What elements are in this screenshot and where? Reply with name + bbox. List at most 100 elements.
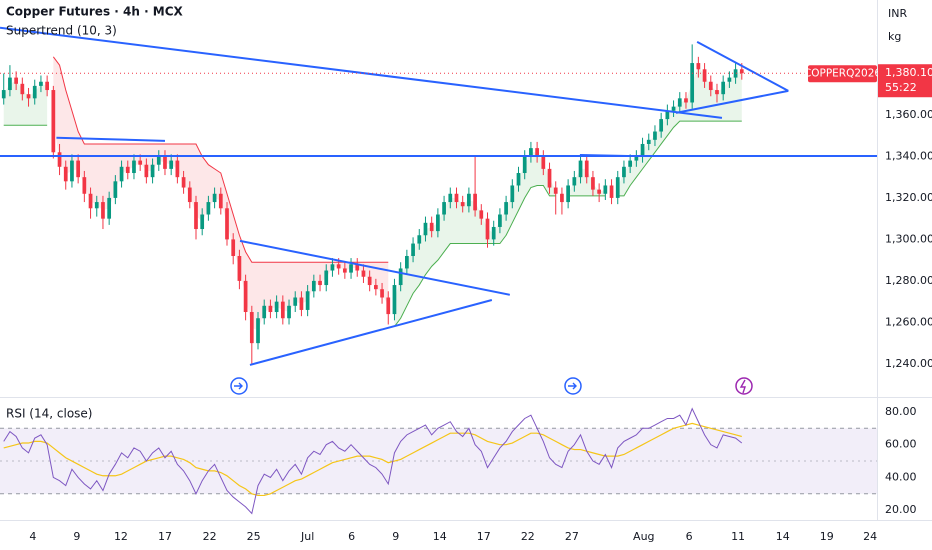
candle-body — [144, 164, 149, 178]
candle-body — [485, 218, 490, 240]
candle-body — [200, 214, 205, 230]
candle-body — [150, 164, 155, 178]
x-tick-label: 22 — [521, 530, 535, 543]
candle-body — [175, 160, 180, 178]
candle-body — [76, 160, 81, 178]
supertrend-fill — [394, 152, 556, 327]
candle-body — [597, 189, 601, 194]
x-tick-label: 11 — [731, 530, 745, 543]
candle-body — [423, 222, 428, 236]
candle-body — [653, 131, 657, 140]
trendline — [56, 136, 166, 142]
y-tick-label: 1,300.00 — [885, 232, 932, 245]
candle-body — [622, 166, 626, 178]
candle-body — [262, 305, 267, 319]
event-marker[interactable] — [735, 377, 753, 395]
candle-body — [727, 77, 732, 82]
candle-body — [572, 177, 577, 186]
candle-body — [380, 289, 384, 298]
x-tick-label: Jul — [300, 530, 314, 543]
candle-body — [634, 156, 639, 161]
candle-body — [324, 270, 329, 286]
candle-body — [63, 166, 68, 182]
candle-body — [287, 305, 291, 319]
candle-body — [225, 208, 229, 240]
candle-body — [249, 312, 254, 344]
trendline — [675, 89, 789, 114]
candle-body — [398, 268, 403, 286]
candle-body — [45, 81, 49, 91]
x-tick-label: 9 — [392, 530, 399, 543]
candle-body — [715, 90, 719, 95]
trendline — [579, 153, 628, 158]
candle-body — [733, 69, 738, 78]
candle-body — [51, 90, 56, 153]
rsi-tick-label: 40.00 — [885, 470, 917, 483]
candle-body — [268, 305, 273, 313]
candle-body — [218, 193, 223, 209]
y-tick-label: 1,320.00 — [885, 191, 932, 204]
y-tick-label: 1,340.00 — [885, 149, 932, 162]
candle-body — [293, 297, 298, 306]
candle-body — [702, 69, 707, 82]
candle-body — [8, 77, 12, 91]
event-marker[interactable] — [230, 377, 248, 395]
x-tick-label: 17 — [477, 530, 491, 543]
last-price-label: 1,380.10 — [885, 66, 932, 79]
x-tick-label: 14 — [433, 530, 447, 543]
candle-body — [498, 214, 502, 227]
candle-body — [504, 202, 508, 215]
candle-body — [125, 166, 130, 174]
candle-body — [553, 187, 558, 194]
candle-body — [547, 168, 552, 188]
plot-area — [0, 26, 877, 515]
candle-body — [411, 243, 415, 257]
x-tick-label: 24 — [863, 530, 877, 543]
candle-body — [615, 177, 620, 198]
symbol-badge — [808, 65, 877, 83]
candle-body — [628, 160, 633, 167]
candle-body — [113, 181, 118, 198]
candle-body — [70, 160, 74, 182]
x-tick-label: 19 — [820, 530, 834, 543]
x-tick-label: 6 — [686, 530, 693, 543]
candle-body — [429, 222, 434, 232]
candle-body — [665, 110, 670, 120]
candle-body — [510, 185, 515, 203]
candle-body — [88, 193, 93, 209]
candle-body — [708, 81, 713, 91]
candle-body — [467, 193, 471, 207]
candle-body — [392, 285, 397, 315]
rsi-tick-label: 60.00 — [885, 438, 917, 451]
candle-body — [20, 83, 25, 95]
candle-body — [684, 98, 688, 103]
candle-body — [138, 160, 143, 165]
supertrend-line — [617, 120, 742, 197]
x-tick-label: 17 — [158, 530, 172, 543]
candle-body — [299, 297, 304, 310]
candle-body — [690, 63, 695, 103]
candle-body — [367, 276, 372, 286]
candle-body — [231, 239, 236, 257]
candle-body — [640, 143, 645, 157]
x-tick-label: 6 — [348, 530, 355, 543]
candle-body — [646, 139, 651, 144]
price-badge — [878, 64, 932, 98]
x-tick-label: 12 — [114, 530, 128, 543]
rsi-tick-label: 80.00 — [885, 405, 917, 418]
x-tick-label: Aug — [633, 530, 654, 543]
y-tick-label: 1,240.00 — [885, 357, 932, 370]
event-marker[interactable] — [564, 377, 582, 395]
candle-body — [361, 270, 366, 277]
indicator-label: Supertrend (10, 3) — [6, 24, 117, 38]
candle-body — [529, 148, 533, 157]
candle-body — [14, 77, 18, 84]
candle-body — [156, 156, 161, 165]
candle-body — [94, 202, 99, 209]
y-tick-label: 1,280.00 — [885, 274, 932, 287]
candle-body — [256, 318, 260, 344]
candle-body — [336, 264, 341, 269]
candle-body — [187, 187, 192, 203]
y-tick-label: 1,260.00 — [885, 315, 932, 328]
